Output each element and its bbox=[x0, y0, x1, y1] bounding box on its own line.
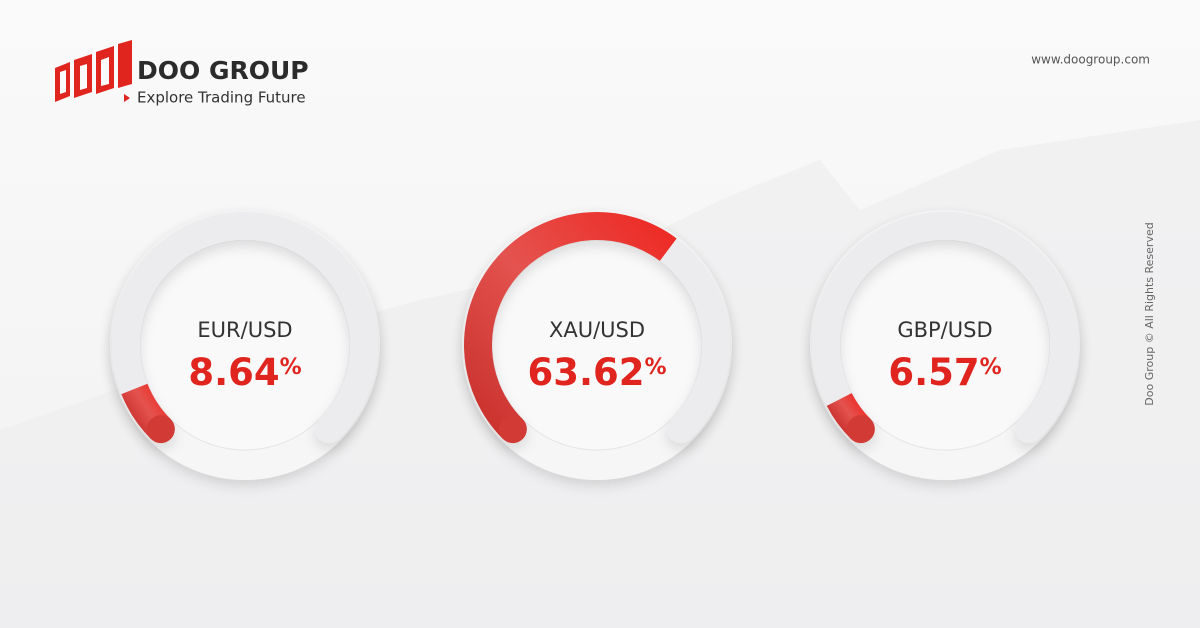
copyright: Doo Group © All Rights Reserved bbox=[1143, 222, 1156, 405]
value-unit: % bbox=[980, 355, 1002, 380]
tagline: Explore Trading Future bbox=[137, 89, 306, 107]
gauge-value: 6.57% bbox=[888, 351, 1001, 394]
gauge-cap bbox=[146, 415, 175, 444]
value-number: 6.57 bbox=[888, 351, 979, 394]
brand-name: DOO GROUP bbox=[137, 56, 309, 85]
gauge: XAU/USD 63.62% bbox=[462, 210, 732, 480]
website[interactable]: www.doogroup.com bbox=[1031, 53, 1150, 67]
gauge-value: 8.64% bbox=[188, 351, 301, 394]
gauge-inner bbox=[491, 239, 703, 451]
gauge-label: XAU/USD bbox=[549, 318, 645, 342]
value-number: 63.62 bbox=[527, 351, 644, 394]
gauge: GBP/USD 6.57% bbox=[810, 210, 1080, 480]
gauge-value-arc bbox=[464, 212, 677, 440]
logo bbox=[55, 40, 132, 102]
gauge-value: 63.62% bbox=[527, 351, 666, 394]
value-unit: % bbox=[280, 355, 302, 380]
tagline-arrow bbox=[124, 94, 130, 102]
gauge-label: EUR/USD bbox=[197, 318, 292, 342]
value-number: 8.64 bbox=[188, 351, 279, 394]
gauge-cap bbox=[498, 415, 527, 444]
gauge-track bbox=[812, 212, 1078, 444]
value-unit: % bbox=[645, 355, 667, 380]
gauge-inner bbox=[839, 239, 1051, 451]
gauge-track bbox=[112, 212, 378, 444]
gauge-cap bbox=[846, 415, 875, 444]
gauge: EUR/USD 8.64% bbox=[110, 210, 380, 480]
gauge-inner bbox=[139, 239, 351, 451]
gauge-label: GBP/USD bbox=[897, 318, 992, 342]
